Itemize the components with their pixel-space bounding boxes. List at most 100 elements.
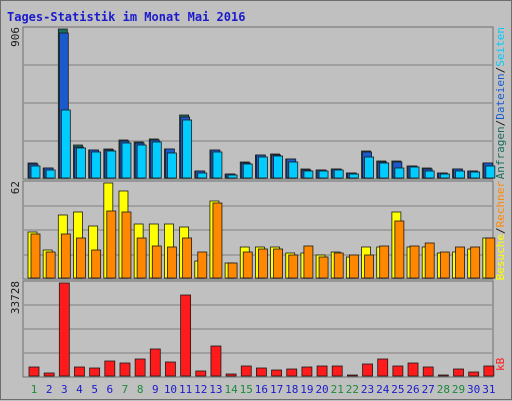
bar-seiten-day-4 <box>76 147 86 179</box>
bar-rechner-day-18 <box>288 254 299 279</box>
panel-top-legend: Anfragen/Dateien/Seiten <box>494 27 507 179</box>
x-label-day-2: 2 <box>46 383 53 396</box>
bar-seiten-day-24 <box>379 162 390 179</box>
bar-seiten-day-18 <box>288 161 299 179</box>
bar-kb-day-3 <box>58 282 70 377</box>
x-label-day-25: 25 <box>391 383 404 396</box>
bar-seiten-day-27 <box>424 170 435 179</box>
legend-top-part-1: / <box>494 120 507 127</box>
legend-top-part-2: Dateien <box>494 73 507 119</box>
bar-rechner-day-24 <box>379 245 390 279</box>
bar-kb-day-16 <box>256 367 267 377</box>
panel-middle-ymax: 62 <box>9 181 22 194</box>
bar-kb-day-25 <box>392 365 404 377</box>
x-label-day-9: 9 <box>152 383 159 396</box>
bar-seiten-day-5 <box>91 151 102 179</box>
bar-rechner-day-15 <box>242 251 253 279</box>
x-label-day-30: 30 <box>467 383 480 396</box>
x-label-day-27: 27 <box>422 383 435 396</box>
bar-seiten-day-30 <box>470 171 481 179</box>
x-label-day-16: 16 <box>255 383 268 396</box>
bar-kb-day-9 <box>149 348 161 377</box>
bar-seiten-day-11 <box>182 119 193 179</box>
bar-rechner-day-16 <box>258 248 268 279</box>
bar-kb-day-13 <box>210 345 222 377</box>
bar-kb-day-29 <box>453 368 464 377</box>
x-label-day-23: 23 <box>361 383 374 396</box>
bar-seiten-day-23 <box>364 156 374 179</box>
bar-rechner-day-23 <box>364 254 374 279</box>
x-axis-day-labels: 1 2 3 4 5 6 7 8 9 10 11 12 13 14 15 16 17 18 19 20 21 22 23 24 2… <box>31 383 496 396</box>
bar-seiten-day-7 <box>121 142 132 179</box>
bar-rechner-day-4 <box>76 237 86 279</box>
bar-seiten-day-31 <box>485 165 496 179</box>
bar-seiten-day-19 <box>303 170 314 179</box>
x-label-day-10: 10 <box>164 383 177 396</box>
bar-kb-day-23 <box>362 363 373 377</box>
x-label-day-22: 22 <box>346 383 359 396</box>
bar-kb-day-20 <box>316 365 328 377</box>
bar-rechner-day-9 <box>151 245 162 279</box>
legend-top-part-0: Anfragen <box>494 126 507 179</box>
bar-rechner-day-11 <box>182 237 193 279</box>
bar-seiten-day-1 <box>30 165 41 179</box>
bar-kb-day-24 <box>377 358 389 377</box>
bar-seiten-day-25 <box>394 167 405 179</box>
bar-seiten-day-10 <box>167 152 177 179</box>
bar-kb-day-11 <box>180 294 192 377</box>
bar-kb-day-6 <box>104 360 116 377</box>
bar-rechner-day-8 <box>136 237 147 279</box>
x-label-day-26: 26 <box>406 383 419 396</box>
bar-seiten-day-28 <box>439 173 450 179</box>
panel-bottom-legend: kB <box>494 357 507 371</box>
chart-title: Tages-Statistik im Monat Mai 2016 <box>7 10 245 24</box>
x-label-day-6: 6 <box>106 383 113 396</box>
bar-rechner-day-5 <box>91 249 102 279</box>
bar-seiten-day-21 <box>333 169 344 179</box>
bar-kb-day-15 <box>240 365 252 377</box>
bar-kb-day-2 <box>43 372 55 377</box>
x-label-day-5: 5 <box>91 383 98 396</box>
x-label-day-24: 24 <box>376 383 390 396</box>
bar-kb-day-22 <box>346 374 358 377</box>
bar-rechner-day-20 <box>318 256 329 279</box>
bar-kb-day-4 <box>74 366 85 377</box>
x-label-day-8: 8 <box>137 383 144 396</box>
bar-kb-day-27 <box>422 366 434 377</box>
chart-bars <box>24 28 496 377</box>
legend-middle-part-0: Besuche <box>494 234 507 280</box>
bar-seiten-day-16 <box>258 156 268 179</box>
bar-kb-day-31 <box>483 365 495 377</box>
legend-middle-part-2: Rechner <box>494 181 507 228</box>
x-label-day-12: 12 <box>194 383 207 396</box>
bar-rechner-day-13 <box>212 202 223 279</box>
bar-rechner-day-27 <box>424 242 435 279</box>
bar-seiten-day-20 <box>318 170 329 179</box>
bar-rechner-day-1 <box>30 233 41 279</box>
x-label-day-14: 14 <box>224 383 238 396</box>
legend-middle-part-1: / <box>494 227 507 234</box>
x-label-day-7: 7 <box>122 383 129 396</box>
bar-rechner-day-10 <box>167 246 177 279</box>
bar-seiten-day-13 <box>212 151 223 179</box>
bar-kb-day-21 <box>331 365 343 377</box>
bar-kb-day-8 <box>134 358 146 377</box>
bar-rechner-day-2 <box>45 251 56 279</box>
bar-rechner-day-22 <box>348 254 359 279</box>
x-label-day-29: 29 <box>452 383 465 396</box>
bar-kb-day-10 <box>165 361 176 377</box>
bar-kb-day-19 <box>301 366 313 377</box>
legend-top-part-3: / <box>494 67 507 74</box>
x-label-day-4: 4 <box>76 383 83 396</box>
x-label-day-17: 17 <box>270 383 283 396</box>
bar-rechner-day-26 <box>409 245 420 279</box>
bar-seiten-day-12 <box>197 172 208 179</box>
x-label-day-15: 15 <box>240 383 253 396</box>
bar-rechner-day-12 <box>197 251 208 279</box>
x-label-day-19: 19 <box>300 383 313 396</box>
panel-bottom-ymax: 33728 <box>9 281 22 314</box>
bar-rechner-day-28 <box>439 251 450 279</box>
bar-rechner-day-30 <box>470 246 481 279</box>
bar-seiten-day-15 <box>242 163 253 179</box>
